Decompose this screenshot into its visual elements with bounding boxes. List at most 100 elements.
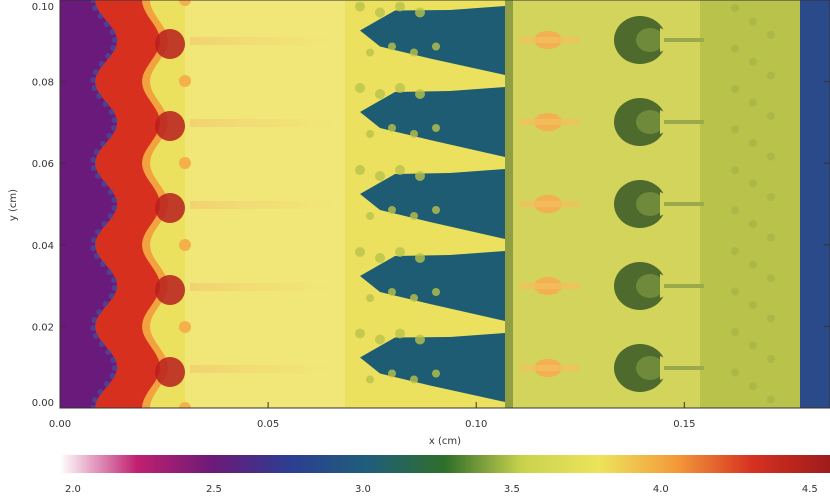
wisp: [415, 334, 425, 345]
colorbar-tick-label: 4.0: [653, 484, 669, 495]
plume-streak: [190, 119, 360, 127]
mushroom-core: [636, 192, 664, 216]
olive-texture: [767, 395, 775, 404]
wisp: [415, 253, 425, 263]
wisp: [388, 206, 396, 214]
jet-stem: [520, 201, 580, 207]
mushroom-core: [636, 110, 664, 134]
olive-texture: [749, 301, 757, 309]
dark-red-nodule: [155, 275, 185, 305]
wisp: [410, 48, 418, 57]
mushroom-core: [636, 28, 664, 52]
blue-edge-dot: [92, 333, 99, 339]
x-tick-label: 0.15: [673, 419, 695, 430]
blue-edge-dot: [106, 133, 113, 139]
plume-streak: [190, 201, 360, 209]
teal-tongue: [360, 169, 505, 239]
olive-texture: [767, 71, 775, 80]
olive-texture: [731, 44, 739, 53]
purple-layer: [60, 0, 117, 408]
orange-curl: [179, 157, 191, 169]
wisp: [388, 288, 396, 296]
olive-texture: [767, 112, 775, 120]
x-tick-label: 0.10: [465, 419, 487, 430]
olive-texture: [749, 260, 757, 269]
plume-streak: [190, 365, 360, 373]
wisp: [432, 206, 440, 214]
blue-edge-dot: [108, 293, 115, 299]
blue-edge-dot: [90, 0, 96, 3]
dark-red-nodule: [155, 29, 185, 59]
teal-tongue: [360, 251, 505, 321]
blue-edge-dot: [96, 309, 103, 315]
blue-edge-dot: [90, 245, 97, 251]
dark-red-nodule: [155, 357, 185, 387]
blue-edge-dot: [94, 229, 101, 235]
wisp: [410, 294, 418, 302]
y-tick-label: 0.08: [32, 78, 54, 89]
wisp: [366, 375, 374, 384]
wisp: [395, 328, 405, 339]
mushroom-core: [636, 356, 664, 380]
wisp: [388, 369, 396, 378]
wisp: [388, 124, 396, 132]
y-tick-label: 0.00: [32, 398, 54, 409]
olive-texture: [767, 274, 775, 282]
plume-streak: [190, 37, 360, 45]
wisp: [366, 294, 374, 302]
blue-edge-dot: [111, 197, 118, 203]
blue-edge-dot: [97, 13, 104, 19]
y-tick-label: 0.10: [32, 2, 54, 13]
olive-texture: [731, 166, 739, 174]
blue-edge-dot: [107, 189, 114, 195]
blue-edge-dot: [101, 221, 108, 227]
blue-edge-dot: [91, 85, 98, 91]
mushroom-trail: [664, 284, 704, 288]
density-field-plot: [60, 0, 830, 408]
olive-texture: [749, 139, 757, 147]
olive-texture: [749, 382, 757, 390]
colorbar-tick-label: 3.0: [355, 484, 371, 495]
jet-stem: [520, 283, 580, 289]
blue-edge-dot: [108, 109, 115, 115]
orange-curl: [179, 0, 191, 6]
wisp: [415, 89, 425, 99]
blue-edge-dot: [111, 365, 118, 371]
y-axis-ticks: 0.00 0.02 0.04 0.06 0.08 0.10: [32, 0, 830, 409]
olive-texture: [731, 206, 739, 215]
blue-edge-dot: [107, 213, 114, 219]
blue-edge-dot: [90, 77, 97, 83]
wisp: [410, 375, 418, 384]
teal-tongue: [360, 6, 505, 75]
colorbar-tick-label: 3.5: [504, 484, 520, 495]
jet-stem: [520, 37, 580, 43]
wisp: [366, 130, 374, 138]
olive-texture: [731, 287, 739, 296]
teal-tongue: [360, 87, 505, 157]
colorbar-tick-label: 4.5: [802, 484, 818, 495]
mushroom-trail: [664, 38, 704, 42]
blue-edge-dot: [106, 269, 113, 275]
y-tick-label: 0.04: [32, 241, 54, 252]
green-mushroom-vortices: [614, 4, 775, 404]
dark-green-front: [505, 0, 513, 408]
wisp: [415, 7, 425, 18]
y-tick-label: 0.02: [32, 322, 54, 333]
mushroom-trail: [664, 202, 704, 206]
blue-edge-dot: [90, 165, 97, 171]
wisp: [410, 212, 418, 220]
blue-edge-dot: [102, 101, 109, 107]
blue-edge-dot: [96, 93, 103, 99]
olive-texture: [749, 58, 757, 66]
blue-edge-dot: [92, 69, 99, 75]
wisp: [388, 42, 396, 51]
blue-edge-dot: [90, 405, 96, 408]
blue-edge-dot: [110, 357, 117, 363]
olive-texture: [749, 341, 757, 350]
blue-edge-dot: [110, 45, 117, 51]
olive-texture: [767, 233, 775, 242]
dark-red-nodule: [155, 111, 185, 141]
olive-texture: [731, 125, 739, 134]
blue-edge-dot: [102, 301, 109, 307]
